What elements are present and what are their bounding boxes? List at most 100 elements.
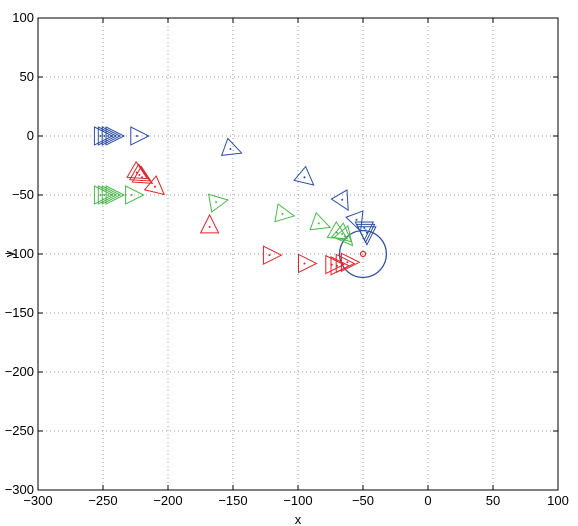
x-tick-label: −200 [153, 493, 182, 508]
ticks: −300 −250 −200 −150 −100 −50 0 50 100 −300 −250 −20… [5, 10, 569, 508]
green-triangle-marker [101, 185, 122, 205]
triangle-center-dot [346, 261, 349, 264]
red-triangle-marker [131, 165, 154, 184]
x-tick-label: 50 [486, 493, 500, 508]
triangle-center-dot [138, 173, 141, 176]
green-triangle-marker [330, 222, 353, 243]
triangle-outline [125, 185, 145, 205]
triangle-outline [357, 226, 377, 246]
y-tick-label: 100 [12, 10, 34, 25]
triangle-center-dot [107, 135, 110, 137]
y-tick-label: −50 [12, 187, 34, 202]
triangle-outline [274, 203, 296, 223]
triangle-outline [93, 126, 114, 146]
green-triangle-marker [309, 211, 332, 231]
blue-triangle-marker [220, 137, 243, 156]
triangle-center-dot [103, 194, 106, 196]
triangle-outline [126, 160, 149, 180]
triangle-outline [330, 222, 353, 243]
triangle-center-dot [99, 194, 102, 196]
triangle-outline [293, 165, 315, 186]
triangle-outline [143, 175, 166, 196]
red-triangle-marker [143, 175, 166, 196]
triangle-outline [220, 137, 243, 156]
y-tick-label: −200 [5, 364, 34, 379]
triangle-center-dot [281, 212, 284, 215]
triangle-center-dot [141, 176, 143, 179]
red-triangle-marker [340, 252, 361, 273]
triangle-outline [97, 185, 118, 205]
triangle-outline [333, 225, 354, 247]
triangle-outline [101, 126, 122, 146]
blue-triangle-marker [130, 126, 150, 146]
x-tick-label: −250 [88, 493, 117, 508]
green-triangle-marker [97, 185, 118, 205]
blue-triangle-marker [345, 210, 364, 233]
blue-triangle-marker [357, 226, 377, 246]
triangle-outline [330, 189, 349, 212]
triangle-center-dot [135, 135, 138, 137]
triangle-outline [97, 126, 118, 146]
triangle-center-dot [208, 225, 211, 228]
triangle-outline [130, 126, 150, 146]
triangle-outline [309, 211, 332, 231]
triangle-center-dot [365, 231, 368, 234]
y-tick-label: −100 [5, 246, 34, 261]
triangle-center-dot [303, 262, 306, 265]
triangle-outline [340, 252, 361, 273]
triangle-center-dot [355, 218, 358, 221]
y-tick-label: −150 [5, 305, 34, 320]
triangle-outline [128, 163, 151, 182]
triangle-outline [105, 185, 126, 205]
triangle-outline [207, 193, 230, 213]
triangle-outline [345, 210, 364, 233]
green-triangle-marker [105, 185, 126, 205]
x-tick-label: −50 [352, 493, 374, 508]
y-tick-label: 0 [27, 128, 34, 143]
triangle-center-dot [341, 198, 344, 201]
y-tick-label: 50 [20, 69, 34, 84]
x-tick-label: 100 [547, 493, 569, 508]
triangle-outline [199, 213, 220, 234]
triangle-center-dot [317, 222, 320, 225]
x-tick-label: −100 [283, 493, 312, 508]
triangle-outline [105, 126, 126, 146]
blue-triangle-marker [93, 126, 114, 146]
triangle-center-dot [363, 227, 366, 230]
triangle-center-dot [111, 135, 114, 137]
triangle-center-dot [229, 147, 232, 150]
triangle-center-dot [99, 135, 102, 137]
triangle-center-dot [107, 194, 110, 196]
triangle-center-dot [364, 229, 367, 232]
green-triangle-marker [125, 185, 145, 205]
region-circle [338, 229, 388, 279]
triangle-outline [262, 245, 283, 265]
green-triangle-marker [274, 203, 296, 223]
red-triangle-marker [298, 253, 318, 274]
triangle-outline [335, 253, 356, 274]
red-triangle-marker [128, 163, 151, 182]
triangle-outline [131, 165, 154, 184]
x-tick-label: −300 [23, 493, 52, 508]
triangle-center-dot [130, 194, 133, 196]
blue-triangle-marker [101, 126, 122, 146]
red-triangle-marker [199, 213, 220, 234]
blue-triangle-marker [330, 189, 349, 212]
x-axis-label: x [295, 512, 302, 526]
triangle-center-dot [215, 201, 218, 204]
y-tick-label: −300 [5, 482, 34, 497]
blue-triangle-marker [293, 165, 315, 186]
x-tick-label: −150 [218, 493, 247, 508]
target-marker [359, 250, 367, 258]
triangle-outline [101, 185, 122, 205]
triangle-center-dot [103, 135, 106, 137]
triangle-outline [325, 254, 345, 275]
green-triangle-marker [333, 225, 354, 247]
triangle-outline [298, 253, 318, 274]
triangle-center-dot [268, 254, 271, 257]
triangle-center-dot [154, 185, 156, 188]
green-triangle-marker [93, 185, 114, 205]
triangle-center-dot [336, 231, 338, 234]
blue-triangle-marker [97, 126, 118, 146]
